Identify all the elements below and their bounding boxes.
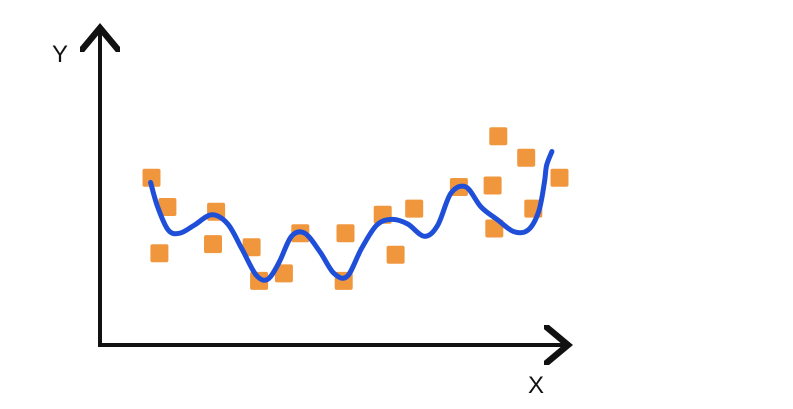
data-point [158,198,177,216]
data-point [483,176,502,195]
data-point [386,245,405,264]
data-point [336,224,355,243]
fit-curve [148,149,555,283]
data-point [242,238,261,257]
data-point [550,168,569,187]
x-axis-label: X [528,372,544,399]
y-axis-label: Y [52,41,68,68]
data-point [142,168,161,187]
data-point [405,199,424,218]
data-point [150,244,169,263]
data-point [517,148,536,167]
data-point [489,127,508,146]
data-point [274,264,293,283]
data-point [204,235,222,254]
